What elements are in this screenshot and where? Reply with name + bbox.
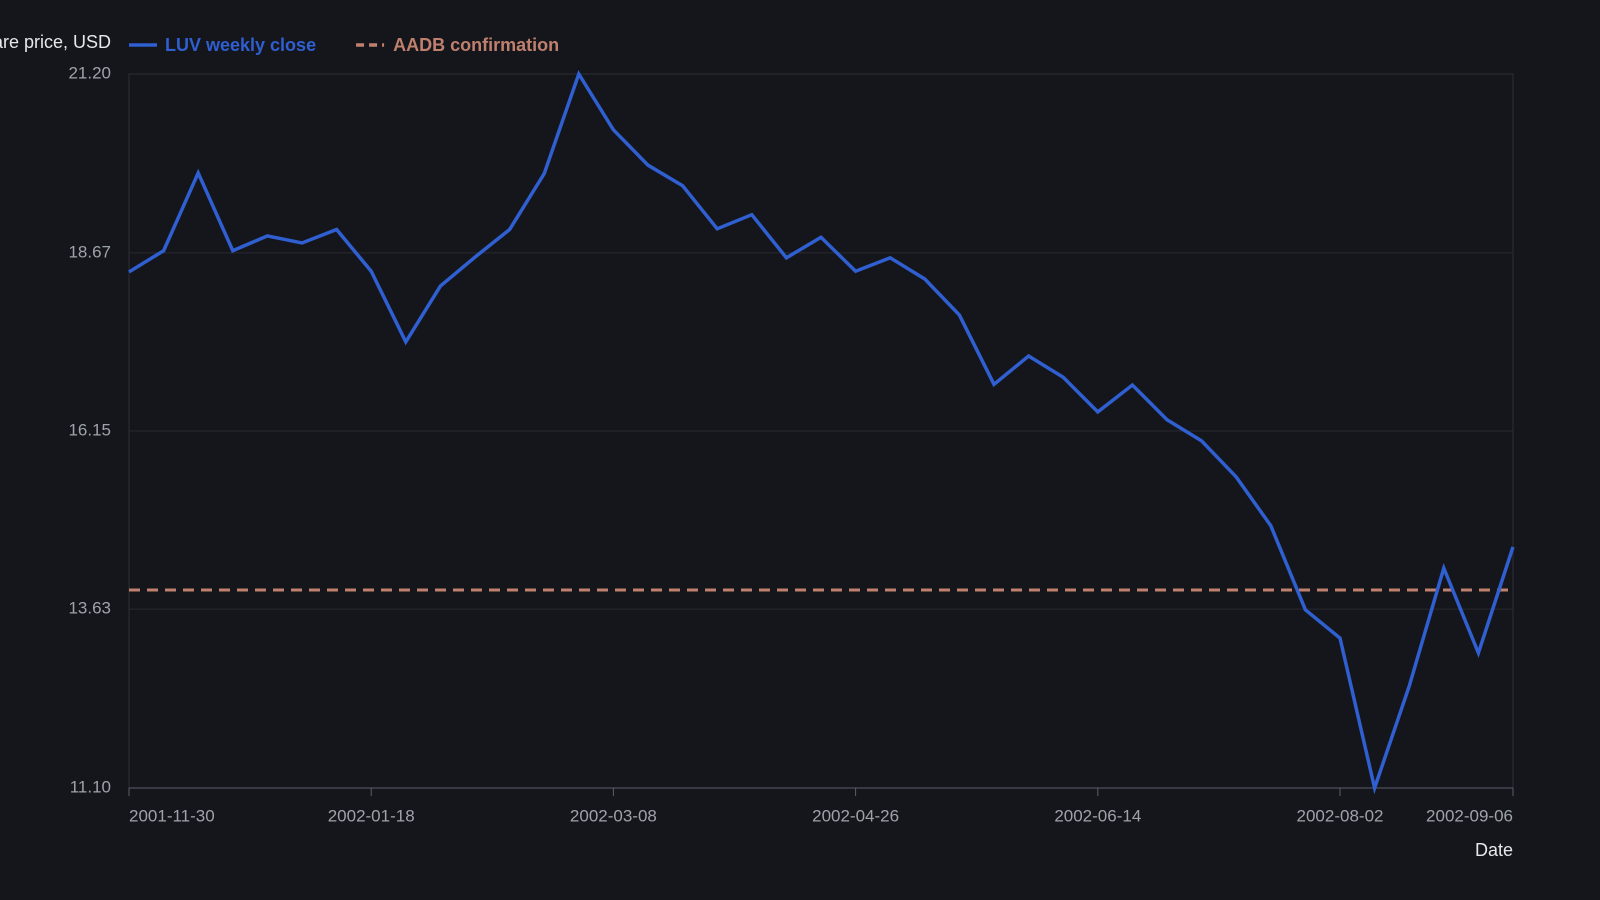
y-tick-label: 13.63 [68, 599, 111, 618]
y-tick-label: 18.67 [68, 242, 111, 261]
x-tick-label: 2002-04-26 [812, 806, 899, 825]
x-tick-label: 2002-03-08 [570, 806, 657, 825]
y-tick-label: 11.10 [70, 777, 111, 796]
legend-text: LUV weekly close [165, 35, 316, 55]
x-tick-label: 2002-09-06 [1426, 806, 1513, 825]
y-tick-label: 21.20 [68, 63, 111, 82]
price-line [128, 69, 1515, 795]
y-tick-label: 16.15 [68, 420, 111, 439]
y-axis-label: Share price, USD [0, 32, 111, 52]
legend-text: AADB confirmation [393, 35, 559, 55]
x-tick-label: 2002-08-02 [1297, 806, 1384, 825]
x-tick-label: 2002-01-18 [328, 806, 415, 825]
x-tick-label: 2001-11-30 [129, 806, 215, 825]
x-axis-label: Date [1475, 840, 1513, 860]
x-tick-label: 2002-06-14 [1054, 806, 1141, 825]
